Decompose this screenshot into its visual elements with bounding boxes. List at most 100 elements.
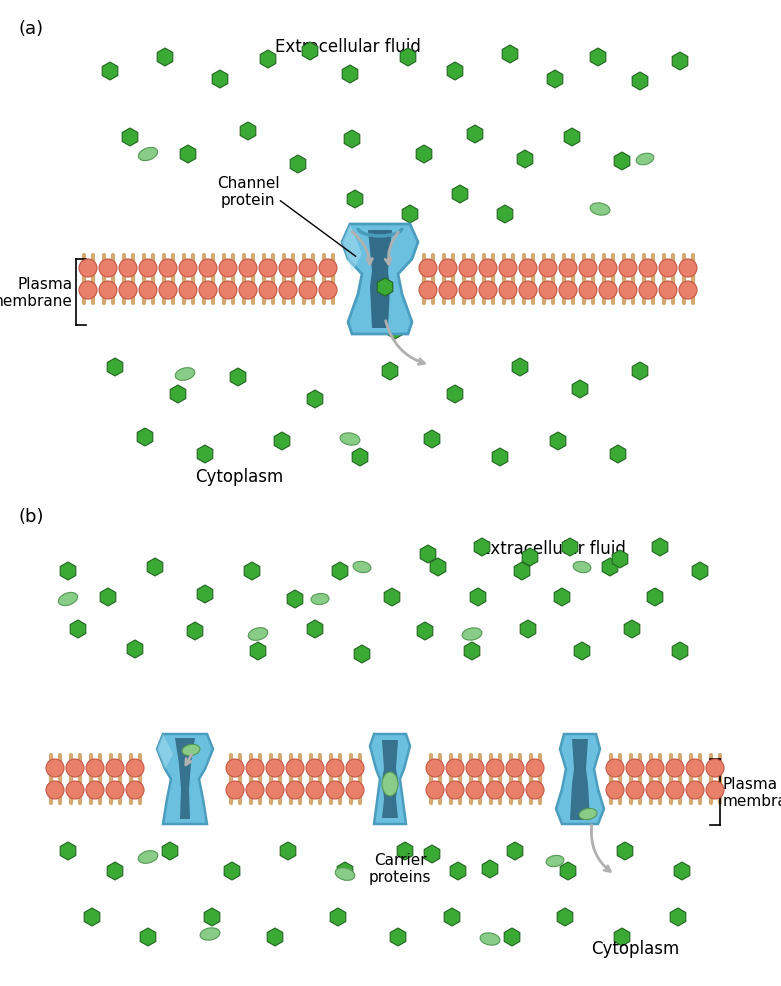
Text: Extracellular fluid: Extracellular fluid bbox=[480, 539, 626, 557]
Polygon shape bbox=[212, 71, 228, 89]
Circle shape bbox=[526, 781, 544, 800]
Polygon shape bbox=[610, 446, 626, 463]
Polygon shape bbox=[157, 735, 173, 769]
Polygon shape bbox=[444, 908, 460, 926]
Polygon shape bbox=[280, 842, 296, 860]
Circle shape bbox=[346, 781, 364, 800]
Circle shape bbox=[426, 781, 444, 800]
Polygon shape bbox=[274, 433, 290, 451]
Text: Extracellular fluid: Extracellular fluid bbox=[275, 38, 421, 56]
Circle shape bbox=[639, 282, 657, 300]
Ellipse shape bbox=[340, 434, 360, 446]
Circle shape bbox=[119, 259, 137, 278]
Polygon shape bbox=[556, 735, 604, 824]
Ellipse shape bbox=[138, 851, 158, 864]
Circle shape bbox=[526, 759, 544, 777]
Polygon shape bbox=[330, 908, 346, 926]
Polygon shape bbox=[342, 225, 418, 334]
Ellipse shape bbox=[382, 772, 398, 796]
Polygon shape bbox=[692, 562, 708, 581]
Polygon shape bbox=[505, 928, 520, 946]
Circle shape bbox=[286, 781, 304, 800]
Polygon shape bbox=[60, 842, 76, 860]
Text: Plasma
membrane: Plasma membrane bbox=[723, 776, 781, 809]
Circle shape bbox=[266, 759, 284, 777]
Circle shape bbox=[539, 282, 557, 300]
Polygon shape bbox=[368, 231, 392, 328]
Polygon shape bbox=[162, 842, 178, 860]
Polygon shape bbox=[267, 928, 283, 946]
Polygon shape bbox=[384, 589, 400, 606]
Circle shape bbox=[326, 759, 344, 777]
Circle shape bbox=[299, 282, 317, 300]
Ellipse shape bbox=[353, 562, 371, 573]
Circle shape bbox=[279, 282, 297, 300]
Polygon shape bbox=[416, 146, 432, 164]
Ellipse shape bbox=[637, 154, 654, 166]
Circle shape bbox=[266, 781, 284, 800]
Circle shape bbox=[79, 259, 97, 278]
Circle shape bbox=[486, 781, 504, 800]
Polygon shape bbox=[137, 429, 153, 447]
Polygon shape bbox=[420, 545, 436, 563]
Circle shape bbox=[466, 781, 484, 800]
Polygon shape bbox=[307, 390, 323, 408]
Polygon shape bbox=[390, 928, 406, 946]
Circle shape bbox=[666, 781, 684, 800]
Polygon shape bbox=[555, 589, 570, 606]
Circle shape bbox=[419, 259, 437, 278]
Polygon shape bbox=[60, 562, 76, 581]
Polygon shape bbox=[467, 126, 483, 144]
Circle shape bbox=[579, 282, 597, 300]
Polygon shape bbox=[307, 620, 323, 638]
Circle shape bbox=[446, 781, 464, 800]
Circle shape bbox=[519, 259, 537, 278]
Circle shape bbox=[626, 781, 644, 800]
Polygon shape bbox=[464, 642, 480, 661]
Polygon shape bbox=[672, 53, 688, 71]
Polygon shape bbox=[382, 363, 398, 381]
Polygon shape bbox=[502, 46, 518, 64]
Circle shape bbox=[466, 759, 484, 777]
Circle shape bbox=[106, 759, 124, 777]
Polygon shape bbox=[614, 928, 629, 946]
Circle shape bbox=[286, 759, 304, 777]
Circle shape bbox=[126, 781, 144, 800]
Polygon shape bbox=[647, 589, 663, 606]
Polygon shape bbox=[147, 558, 162, 577]
Polygon shape bbox=[398, 842, 413, 860]
Circle shape bbox=[239, 259, 257, 278]
Polygon shape bbox=[127, 640, 143, 659]
Polygon shape bbox=[107, 359, 123, 377]
Polygon shape bbox=[342, 66, 358, 84]
Polygon shape bbox=[187, 622, 203, 640]
Circle shape bbox=[659, 259, 677, 278]
Circle shape bbox=[426, 759, 444, 777]
Text: Plasma
membrane: Plasma membrane bbox=[0, 276, 73, 309]
Circle shape bbox=[346, 759, 364, 777]
Circle shape bbox=[486, 759, 504, 777]
Polygon shape bbox=[430, 558, 446, 577]
Polygon shape bbox=[522, 548, 538, 566]
Polygon shape bbox=[560, 862, 576, 880]
Circle shape bbox=[539, 259, 557, 278]
Circle shape bbox=[459, 259, 477, 278]
Circle shape bbox=[279, 259, 297, 278]
Polygon shape bbox=[107, 862, 123, 880]
Polygon shape bbox=[674, 862, 690, 880]
Polygon shape bbox=[302, 43, 318, 61]
Circle shape bbox=[459, 282, 477, 300]
Polygon shape bbox=[400, 49, 415, 67]
Polygon shape bbox=[370, 735, 410, 824]
Circle shape bbox=[646, 759, 664, 777]
Polygon shape bbox=[448, 386, 463, 403]
Circle shape bbox=[619, 282, 637, 300]
Polygon shape bbox=[612, 550, 628, 568]
Polygon shape bbox=[517, 151, 533, 169]
Circle shape bbox=[99, 282, 117, 300]
Polygon shape bbox=[230, 369, 246, 387]
Circle shape bbox=[46, 759, 64, 777]
Text: (a): (a) bbox=[18, 20, 43, 38]
Polygon shape bbox=[424, 431, 440, 449]
Polygon shape bbox=[355, 646, 369, 664]
